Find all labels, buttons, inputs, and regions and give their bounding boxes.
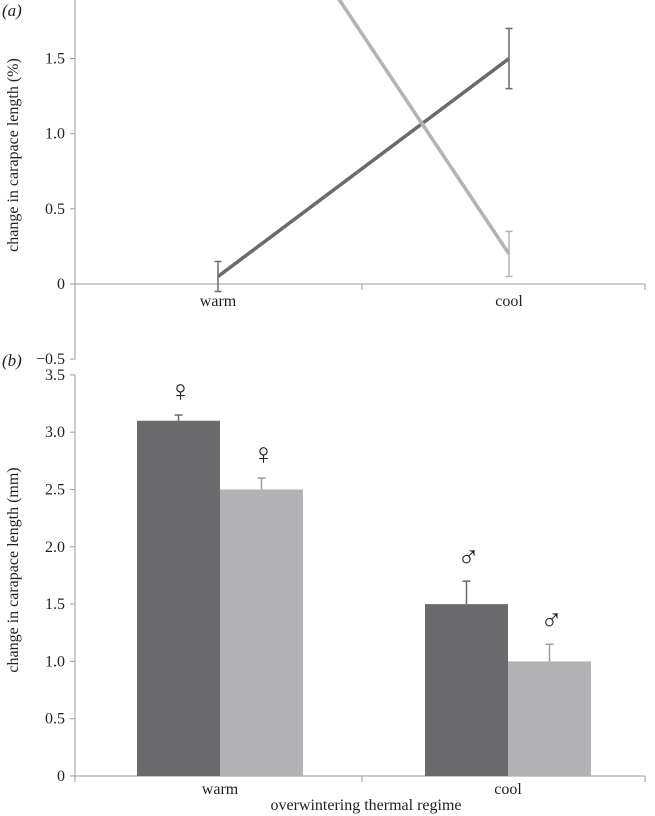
- panel-a-y-axis-label: change in carapace length (%): [5, 58, 22, 252]
- panel-b-y-tick-label: 2.5: [45, 482, 65, 499]
- panel-b-bar: [220, 489, 303, 776]
- panel-a-y-tick-label: 1.0: [45, 126, 65, 143]
- panel-a-y-tick-label: −0.5: [36, 351, 65, 368]
- panel-b-x-tick-label: cool: [494, 781, 522, 798]
- panel-b-sex-symbol: ♀: [169, 375, 192, 408]
- panel-b-x-axis-label: overwintering thermal regime: [270, 797, 461, 814]
- panel-b-y-tick-label: 0.5: [45, 711, 65, 728]
- panel-b-bar: [508, 661, 591, 776]
- panel-b-y-tick-label: 1.0: [45, 653, 65, 670]
- panel-b-sex-symbol: ♀: [252, 438, 275, 471]
- panel-a-y-tick-label: 1.5: [45, 51, 65, 68]
- panel-b-y-tick-label: 3.5: [45, 367, 65, 384]
- panel-b-x-tick-label: warm: [202, 781, 239, 798]
- panel-b-y-tick-label: 1.5: [45, 596, 65, 613]
- panel-b-bar: [425, 604, 508, 776]
- panel-b-sex-symbol: ♂: [540, 604, 563, 637]
- panel-a-y-tick-label: 0.5: [45, 201, 65, 218]
- panel-a-label: (a): [2, 1, 22, 20]
- panel-a-x-tick-label: warm: [200, 293, 237, 310]
- panel-b-y-tick-label: 0: [57, 768, 65, 785]
- panel-b-bar-chart: (b) change in carapace length (mm) overw…: [2, 351, 646, 814]
- panel-b-y-axis-label: change in carapace length (mm): [5, 467, 22, 672]
- panel-b-bar: [137, 420, 220, 776]
- panel-b-y-tick-label: 2.0: [45, 539, 65, 556]
- panel-a-series-line-1: [216, 57, 511, 278]
- panel-a-series-line-2: [337, 0, 511, 255]
- panel-b-y-tick-label: 3.0: [45, 424, 65, 441]
- panel-a-line-chart: (a) change in carapace length (%) −0.5 0 0…: [2, 0, 646, 368]
- panel-a-x-tick-label: cool: [495, 293, 523, 310]
- panel-a-y-tick-label: 0: [57, 276, 65, 293]
- panel-b-label: (b): [2, 351, 22, 370]
- panel-b-sex-symbol: ♂: [457, 541, 480, 574]
